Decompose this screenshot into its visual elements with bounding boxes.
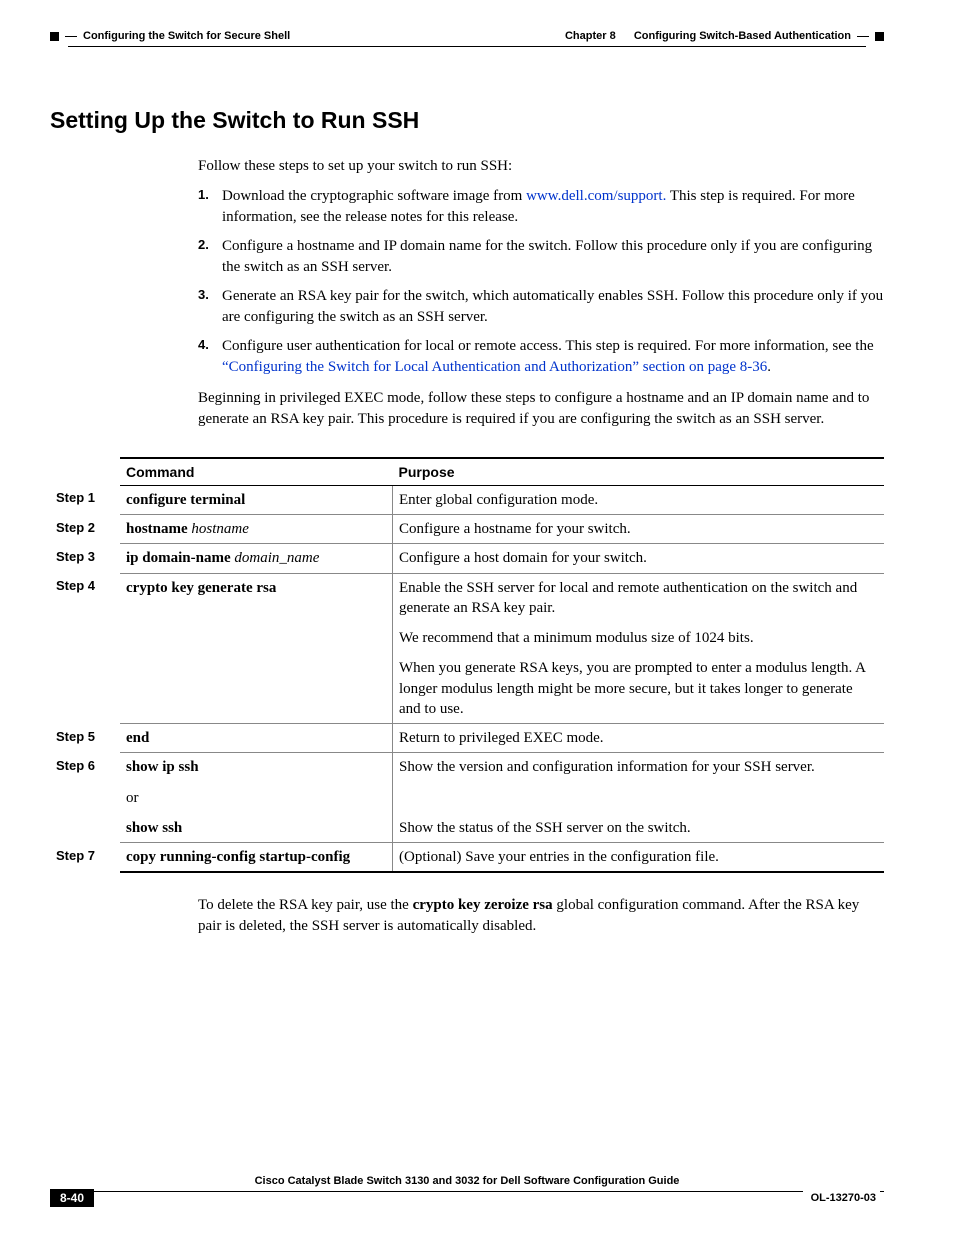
header-section: Configuring the Switch for Secure Shell [83, 30, 290, 42]
command-table: Command Purpose Step 1configure terminal… [50, 457, 884, 874]
purpose-cell: Configure a host domain for your switch. [393, 544, 885, 573]
step-item: 4. Configure user authentication for loc… [198, 336, 884, 378]
header-chapter-label: Chapter 8 [565, 30, 616, 42]
purpose-cell: Return to privileged EXEC mode. [393, 724, 885, 753]
footer-guide-title: Cisco Catalyst Blade Switch 3130 and 303… [50, 1175, 884, 1187]
command-cell: copy running-config startup-config [120, 843, 393, 873]
header-marker-icon [875, 32, 884, 41]
step-number: 4. [198, 336, 222, 378]
table-header-purpose: Purpose [393, 458, 885, 486]
step-text: Generate an RSA key pair for the switch,… [222, 286, 884, 328]
command-cell: hostname hostname [120, 515, 393, 544]
step-item: 1. Download the cryptographic software i… [198, 186, 884, 228]
table-row: Step 4crypto key generate rsaEnable the … [50, 573, 884, 724]
table-row: Step 5endReturn to privileged EXEC mode. [50, 724, 884, 753]
step-label: Step 7 [50, 843, 120, 873]
purpose-cell: Enable the SSH server for local and remo… [393, 573, 885, 724]
footer-doc-number: OL-13270-03 [803, 1189, 876, 1207]
section-heading: Setting Up the Switch to Run SSH [50, 107, 884, 134]
pre-table-paragraph: Beginning in privileged EXEC mode, follo… [198, 388, 884, 429]
step-label: Step 5 [50, 724, 120, 753]
step-label: Step 2 [50, 515, 120, 544]
step-label: Step 1 [50, 485, 120, 514]
numbered-steps: 1. Download the cryptographic software i… [198, 186, 884, 378]
support-link[interactable]: www.dell.com/support. [526, 188, 666, 204]
step-label: Step 6 [50, 753, 120, 843]
table-header-empty [50, 458, 120, 486]
header-marker-icon [50, 32, 59, 41]
intro-paragraph: Follow these steps to set up your switch… [198, 156, 884, 176]
post-table-paragraph: To delete the RSA key pair, use the cryp… [198, 895, 884, 936]
step-item: 2. Configure a hostname and IP domain na… [198, 236, 884, 278]
page-footer: Cisco Catalyst Blade Switch 3130 and 303… [50, 1175, 884, 1207]
step-number: 2. [198, 236, 222, 278]
step-number: 1. [198, 186, 222, 228]
table-row: Step 7copy running-config startup-config… [50, 843, 884, 873]
table-row: Step 1configure terminalEnter global con… [50, 485, 884, 514]
command-cell: end [120, 724, 393, 753]
xref-link[interactable]: “Configuring the Switch for Local Authen… [222, 359, 767, 375]
purpose-cell: Configure a hostname for your switch. [393, 515, 885, 544]
command-cell: configure terminal [120, 485, 393, 514]
command-cell: show ip sshorshow ssh [120, 753, 393, 843]
purpose-cell: Show the version and configuration infor… [393, 753, 885, 843]
step-number: 3. [198, 286, 222, 328]
page-header: Configuring the Switch for Secure Shell … [50, 30, 884, 42]
command-inline: crypto key zeroize rsa [413, 897, 553, 913]
table-row: Step 6show ip sshorshow sshShow the vers… [50, 753, 884, 843]
step-label: Step 4 [50, 573, 120, 724]
table-row: Step 3ip domain-name domain_nameConfigur… [50, 544, 884, 573]
table-header-command: Command [120, 458, 393, 486]
purpose-cell: (Optional) Save your entries in the conf… [393, 843, 885, 873]
purpose-cell: Enter global configuration mode. [393, 485, 885, 514]
command-cell: ip domain-name domain_name [120, 544, 393, 573]
command-cell: crypto key generate rsa [120, 573, 393, 724]
step-item: 3. Generate an RSA key pair for the swit… [198, 286, 884, 328]
step-text: Configure a hostname and IP domain name … [222, 236, 884, 278]
header-chapter-title: Configuring Switch-Based Authentication [634, 30, 851, 42]
step-label: Step 3 [50, 544, 120, 573]
table-row: Step 2hostname hostnameConfigure a hostn… [50, 515, 884, 544]
footer-page-number: 8-40 [50, 1189, 94, 1207]
